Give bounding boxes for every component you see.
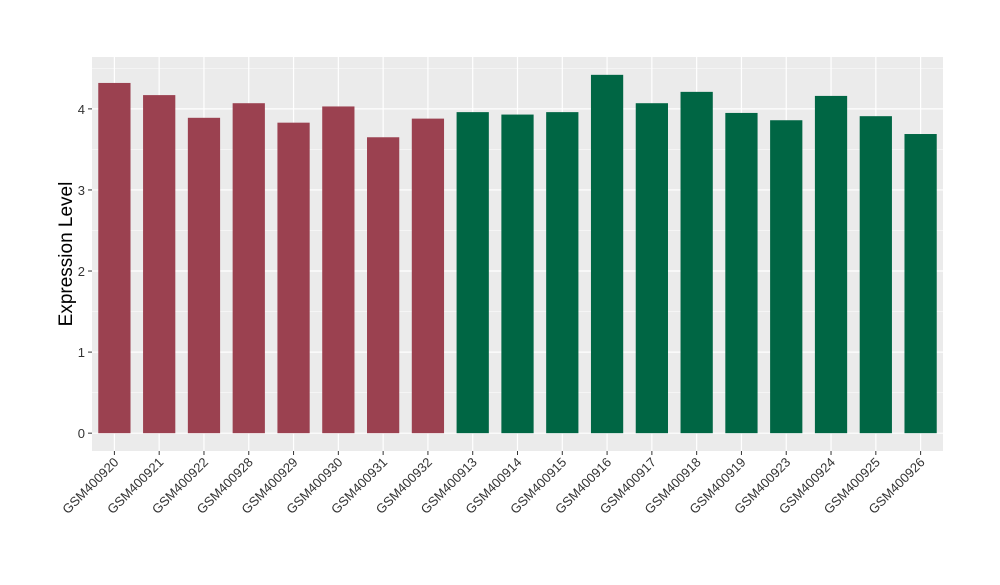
y-tick-label: 0 (78, 426, 85, 441)
bar-GSM400922 (187, 117, 221, 434)
bar-GSM400921 (143, 95, 176, 434)
y-tick-label: 3 (78, 183, 85, 198)
bar-GSM400918 (680, 91, 713, 434)
bar-GSM400920 (98, 82, 131, 434)
bar-GSM400925 (859, 116, 892, 434)
bar-GSM400926 (904, 134, 937, 434)
y-axis-label: Expression Level (56, 182, 77, 327)
bar-GSM400917 (635, 103, 668, 434)
bar-GSM400924 (814, 95, 848, 434)
bar-GSM400915 (546, 112, 579, 434)
bar-GSM400929 (277, 122, 310, 434)
bar-GSM400919 (725, 112, 758, 434)
bar-GSM400931 (367, 137, 400, 434)
bar-GSM400916 (590, 74, 624, 434)
bar-GSM400928 (232, 103, 265, 434)
bar-GSM400914 (501, 114, 534, 434)
bar-GSM400930 (322, 106, 355, 434)
bar-GSM400932 (411, 118, 445, 434)
bar-GSM400913 (456, 112, 489, 434)
bar-GSM400923 (770, 120, 803, 434)
y-tick-label: 2 (78, 264, 85, 279)
y-tick-label: 1 (78, 345, 85, 360)
y-tick-label: 4 (78, 102, 85, 117)
